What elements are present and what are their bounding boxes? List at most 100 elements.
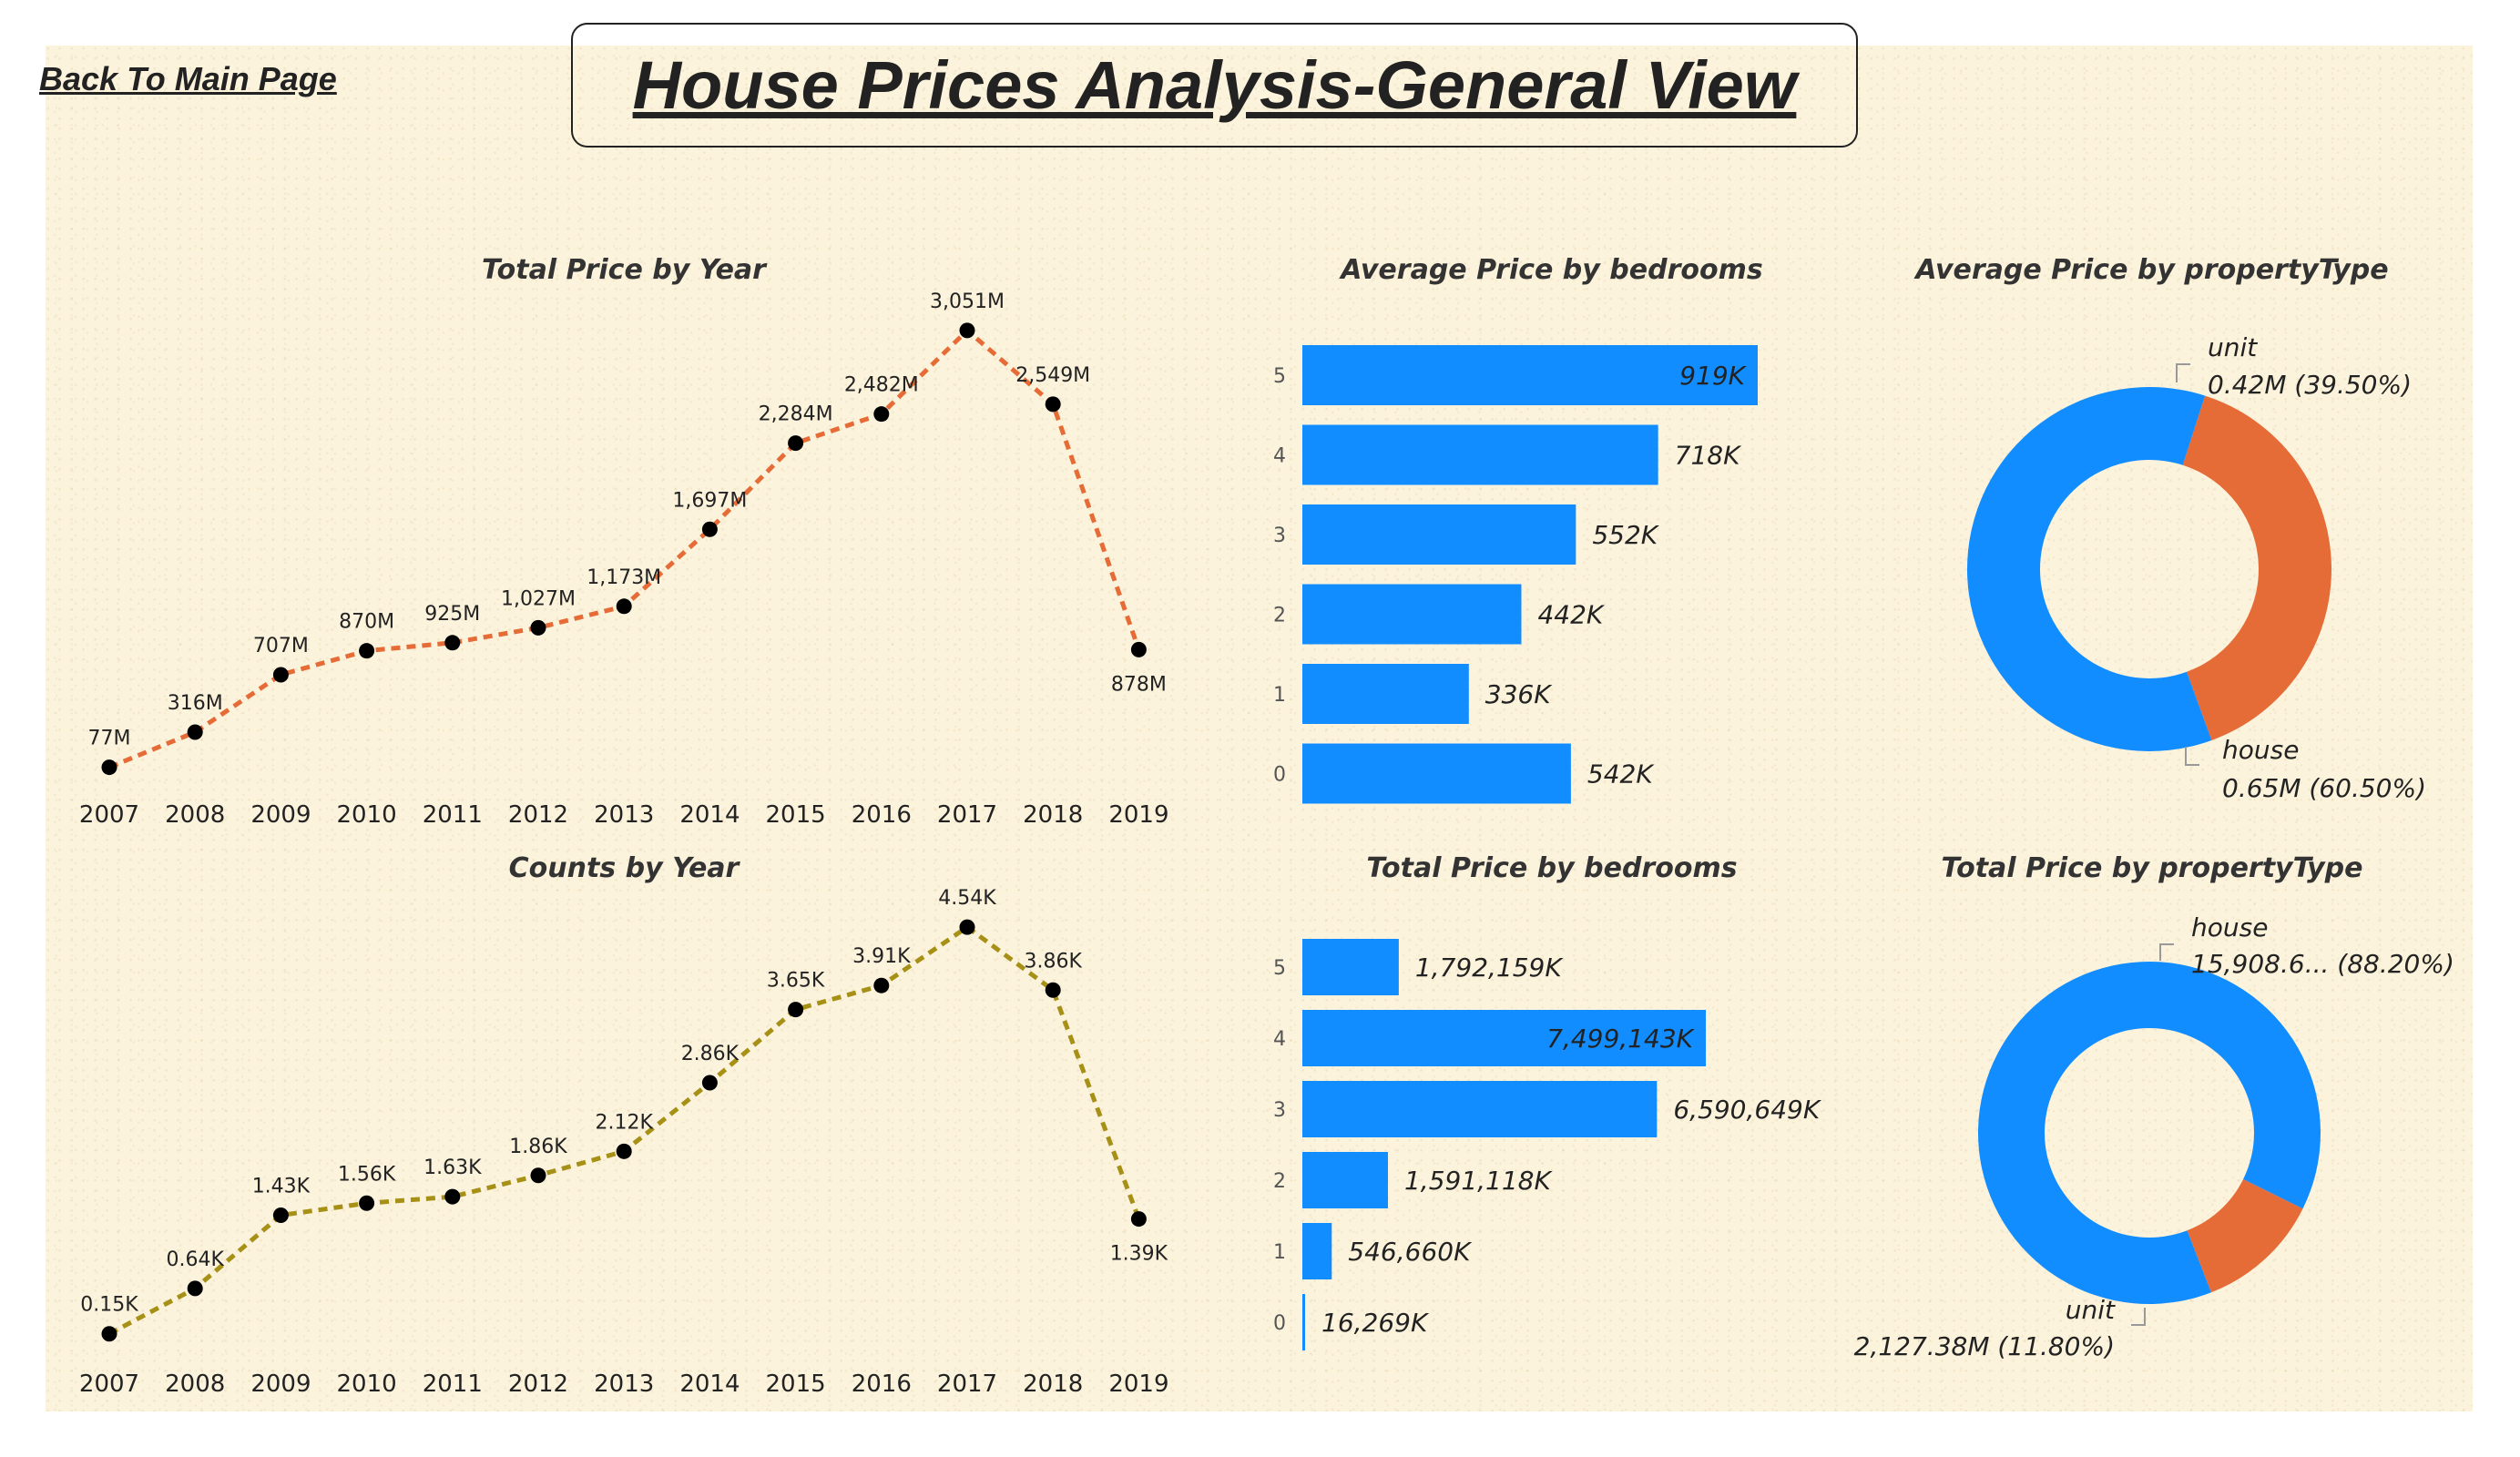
x-tick-label: 2011 xyxy=(423,801,483,829)
data-label: 878M xyxy=(1111,673,1167,696)
data-point xyxy=(701,521,718,537)
x-tick-label: 2008 xyxy=(165,801,225,829)
data-point xyxy=(959,919,975,935)
bar xyxy=(1302,664,1469,724)
y-tick-label: 2 xyxy=(1273,1170,1286,1193)
y-tick-label: 5 xyxy=(1273,957,1286,980)
slice-value-label: 0.65M (60.50%) xyxy=(2222,773,2426,803)
data-label: 1.56K xyxy=(338,1163,396,1186)
bar xyxy=(1302,1152,1388,1208)
slice-category-label: unit xyxy=(2066,1295,2116,1325)
y-tick-label: 1 xyxy=(1273,684,1286,707)
y-tick-label: 3 xyxy=(1273,525,1286,547)
leader-line xyxy=(2185,747,2199,766)
slice-category-label: unit xyxy=(2208,332,2258,362)
x-tick-label: 2014 xyxy=(679,801,740,829)
data-point xyxy=(1130,641,1147,657)
data-label: 1,173M xyxy=(587,566,661,589)
data-label: 0.15K xyxy=(80,1294,138,1317)
page-title-box: House Prices Analysis-General View xyxy=(571,23,1858,148)
data-label: 3.86K xyxy=(1024,950,1082,973)
chart-title: Average Price by propertyType xyxy=(1913,254,2388,286)
data-point xyxy=(444,635,461,651)
x-tick-label: 2011 xyxy=(423,1370,483,1398)
series-line xyxy=(108,327,1141,769)
y-tick-label: 0 xyxy=(1273,764,1286,787)
x-tick-label: 2018 xyxy=(1023,1370,1083,1398)
data-point xyxy=(359,643,375,659)
data-label: 442K xyxy=(1537,600,1605,630)
x-tick-label: 2017 xyxy=(937,1370,997,1398)
pie-slice xyxy=(2182,395,2332,740)
x-tick-label: 2010 xyxy=(337,801,397,829)
data-label: 1.43K xyxy=(252,1176,311,1198)
data-label: 546,660K xyxy=(1348,1237,1473,1267)
bar xyxy=(1302,1010,1706,1066)
data-point xyxy=(272,1207,289,1224)
x-tick-label: 2019 xyxy=(1108,1370,1168,1398)
x-tick-label: 2014 xyxy=(679,1370,740,1398)
data-point xyxy=(701,1075,718,1091)
x-tick-label: 2012 xyxy=(508,801,568,829)
data-label: 1,591,118K xyxy=(1404,1166,1554,1196)
data-point xyxy=(873,406,890,423)
slice-value-label: 0.42M (39.50%) xyxy=(2208,370,2412,400)
y-tick-label: 4 xyxy=(1273,445,1286,468)
data-label: 2,284M xyxy=(759,403,833,426)
data-label: 1,697M xyxy=(672,489,747,512)
data-label: 7,499,143K xyxy=(1546,1024,1696,1054)
data-point xyxy=(530,619,546,636)
data-point xyxy=(101,1326,117,1342)
data-label: 1.86K xyxy=(509,1136,567,1158)
pie-slice xyxy=(1978,961,2321,1304)
x-tick-label: 2013 xyxy=(594,801,654,829)
bar xyxy=(1302,584,1522,645)
back-to-main-page-link[interactable]: Back To Main Page xyxy=(39,60,337,97)
data-point xyxy=(101,759,117,776)
bar xyxy=(1302,345,1758,405)
x-tick-label: 2018 xyxy=(1023,801,1083,829)
total-price-by-propertytype-chart: Total Price by propertyType house 15,908.… xyxy=(1854,852,2454,1361)
average-price-by-propertytype-chart: Average Price by propertyType unit 0.42M … xyxy=(1913,254,2426,803)
data-label: 1.39K xyxy=(1110,1243,1168,1266)
data-point xyxy=(187,1280,203,1297)
data-label: 0.64K xyxy=(166,1248,224,1271)
chart-title: Average Price by bedrooms xyxy=(1339,254,1762,286)
pie-slice xyxy=(1966,386,2212,752)
data-label: 2.86K xyxy=(681,1043,740,1065)
data-point xyxy=(1045,982,1061,998)
data-label: 3.91K xyxy=(852,945,911,968)
bar xyxy=(1302,1223,1332,1279)
slice-category-label: house xyxy=(2222,735,2299,765)
y-tick-label: 1 xyxy=(1273,1241,1286,1264)
x-tick-label: 2013 xyxy=(594,1370,654,1398)
bar xyxy=(1302,1081,1658,1137)
data-label: 316M xyxy=(168,692,223,715)
chart-title: Total Price by bedrooms xyxy=(1366,852,1737,884)
data-label: 16,269K xyxy=(1321,1308,1430,1338)
chart-title: Counts by Year xyxy=(509,852,741,884)
pie-slice xyxy=(2187,1178,2303,1293)
leader-line xyxy=(2131,1308,2146,1326)
data-point xyxy=(959,322,975,339)
data-label: 6,590,649K xyxy=(1673,1095,1822,1125)
bar xyxy=(1302,743,1571,804)
counts-by-year-chart: Counts by Year 0.15K 2007 0.64K 2008 1.43K 20… xyxy=(79,852,1169,1398)
x-tick-label: 2015 xyxy=(766,1370,826,1398)
x-tick-label: 2007 xyxy=(79,1370,139,1398)
bar xyxy=(1302,424,1658,485)
average-price-by-bedrooms-chart: Average Price by bedrooms 5 919K 4 718K 3 552… xyxy=(1273,254,1763,804)
data-label: 2,482M xyxy=(844,374,919,397)
total-price-by-bedrooms-chart: Total Price by bedrooms 5 1,792,159K 4 7,49… xyxy=(1273,852,1822,1350)
data-label: 3,051M xyxy=(930,290,1005,313)
data-point xyxy=(359,1195,375,1211)
bar xyxy=(1302,504,1576,565)
x-tick-label: 2009 xyxy=(250,1370,311,1398)
chart-title: Total Price by Year xyxy=(482,254,768,286)
x-tick-label: 2016 xyxy=(852,801,912,829)
data-label: 336K xyxy=(1485,679,1553,709)
data-point xyxy=(788,1002,804,1018)
chart-title: Total Price by propertyType xyxy=(1942,852,2363,884)
slice-value-label: 15,908.6... (88.20%) xyxy=(2191,949,2454,979)
